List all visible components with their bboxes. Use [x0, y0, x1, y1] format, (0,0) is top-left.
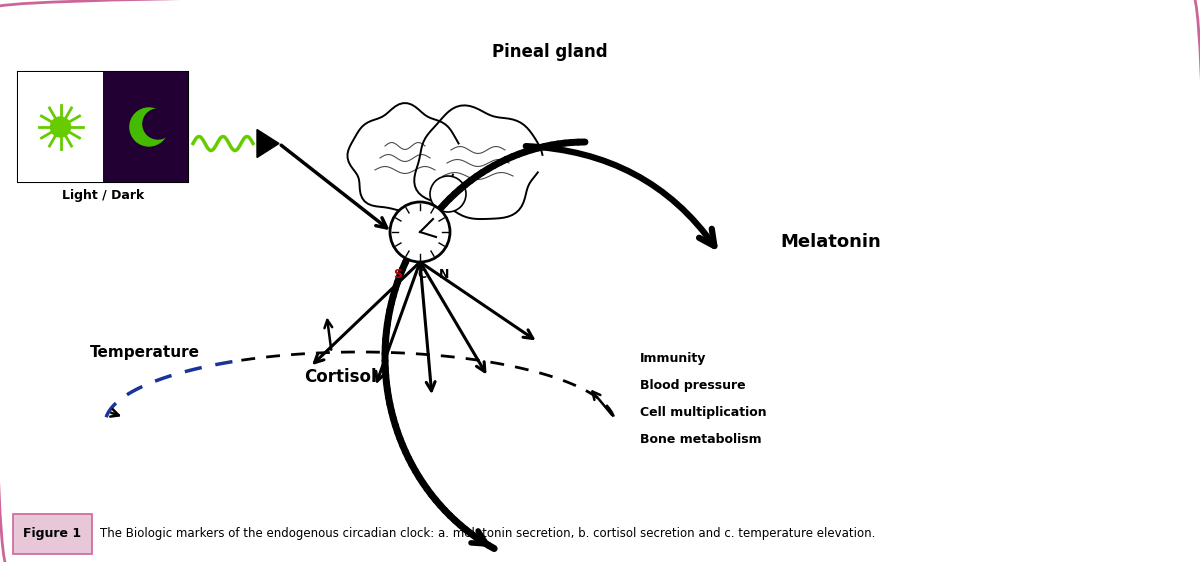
Text: Temperature: Temperature: [90, 345, 200, 360]
Text: S: S: [394, 268, 402, 280]
Bar: [18, 72, 103, 182]
Circle shape: [130, 108, 168, 146]
Text: Bone metabolism: Bone metabolism: [640, 433, 762, 446]
FancyBboxPatch shape: [13, 514, 92, 554]
Text: The Biologic markers of the endogenous circadian clock: a. melatonin secretion, : The Biologic markers of the endogenous c…: [100, 528, 875, 541]
Polygon shape: [257, 129, 278, 157]
Text: Blood pressure: Blood pressure: [640, 379, 745, 392]
Text: N: N: [439, 268, 449, 280]
Circle shape: [430, 176, 466, 212]
Text: Pineal gland: Pineal gland: [492, 43, 608, 61]
Text: Melatonin: Melatonin: [780, 233, 881, 251]
Circle shape: [390, 202, 450, 262]
Circle shape: [143, 109, 173, 139]
Circle shape: [50, 117, 71, 137]
Bar: [18, 72, 188, 182]
Text: Immunity: Immunity: [640, 352, 707, 365]
Text: Cell multiplication: Cell multiplication: [640, 406, 767, 419]
Polygon shape: [103, 72, 188, 182]
Text: C: C: [418, 268, 426, 280]
Text: Light / Dark: Light / Dark: [62, 189, 144, 202]
Text: Figure 1: Figure 1: [24, 528, 82, 541]
Text: Cortisol: Cortisol: [304, 368, 377, 386]
